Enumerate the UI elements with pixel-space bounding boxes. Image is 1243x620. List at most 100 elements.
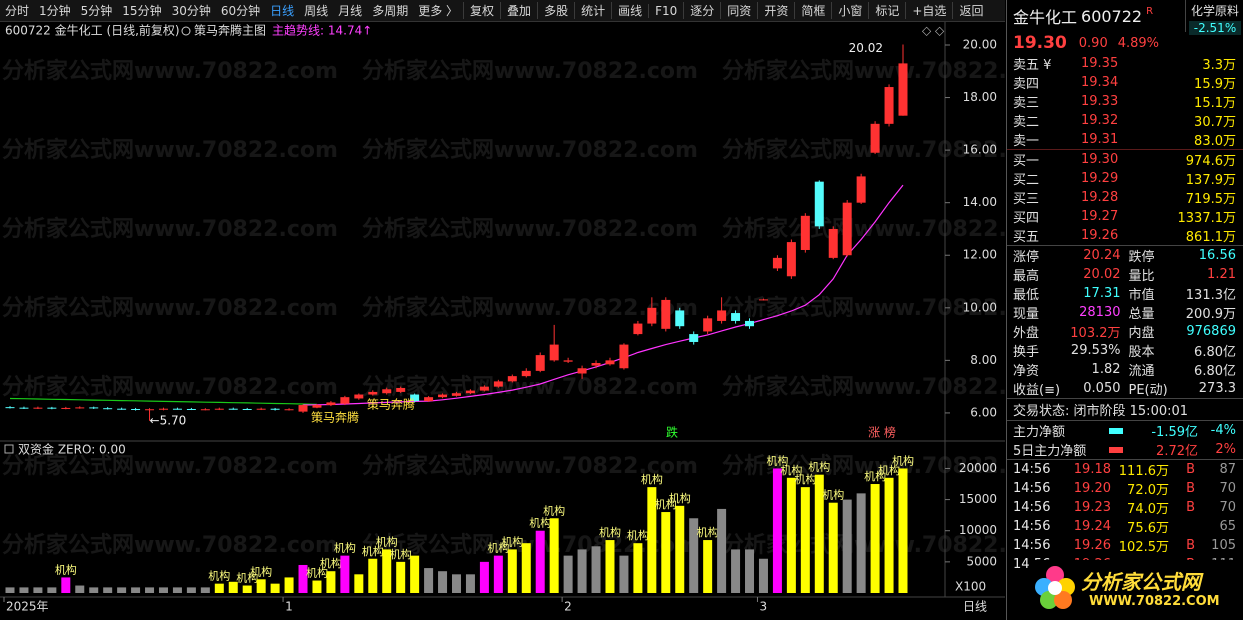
up-marker: 涨 榜 [868,425,896,440]
tool-button[interactable]: 同资 [720,2,757,19]
book-label: 买三 [1013,192,1040,207]
book-price: 19.34 [1081,75,1119,90]
period-tab[interactable]: 60分钟 [220,4,261,18]
volume-bar [577,549,587,593]
tool-button[interactable]: 标记 [868,2,905,19]
bar-tag: 机构 [250,564,272,578]
trade-cell: 70 [1219,481,1236,496]
sector-box[interactable]: 化学原料 -2.51% [1185,0,1243,35]
volume-bar [382,549,392,593]
flows: 主力净额 -1.59亿 -4% 5日主力净额 2.72亿 2% [1007,420,1243,459]
x-tick-label: 2 [564,600,572,614]
stat-label: 收益(≡) [1013,383,1061,398]
logo-url: WWW.70822.COM [1089,594,1220,609]
volume-unit: X100 [955,580,986,594]
candle-body [717,310,727,321]
logo-text: 分析家公式网 [1081,570,1201,594]
stat-value: 28130 [1079,305,1121,320]
volume-bar [884,477,894,593]
stat-value: 16.56 [1198,248,1236,263]
volume-bar [828,502,838,593]
tool-button[interactable]: 复权 [463,2,500,19]
candle-body [884,87,894,124]
volume-bar [842,499,852,593]
watermark: 分析家公式网www.70822.com [2,532,338,558]
volume-bar [856,493,866,593]
volume-bar [33,587,43,593]
period-tab[interactable]: 15分钟 [122,4,162,18]
trade-cell: 111.6万 [1118,464,1169,479]
period-tab[interactable]: 日线 [270,4,295,18]
y-tick-label: 6.00 [970,405,997,419]
stat-value: 103.2万 [1070,326,1121,341]
candle-body [89,407,99,409]
bar-tag: 机构 [501,534,523,548]
book-volume: 3.3万 [1202,58,1236,73]
candle-body [898,63,908,116]
volume-bar [228,581,238,593]
candle-body [619,344,629,369]
volume-bar [47,587,57,593]
tool-button[interactable]: +自选 [905,2,952,19]
book-label: 卖五 ¥ [1013,58,1052,73]
book-row: 卖二 19.32 30.7万 [1007,111,1243,130]
candle-body [814,181,824,227]
candle-body [256,408,266,410]
signal-label: 策马奔腾 [367,396,415,411]
y-tick-label: 16.00 [963,143,997,157]
tool-button[interactable]: 开资 [757,2,794,19]
period-tab[interactable]: 5分钟 [80,4,113,18]
price-row: 19.30 0.90 4.89% [1007,32,1243,54]
tool-button[interactable]: 画线 [611,2,648,19]
tool-button[interactable]: 简框 [794,2,831,19]
candle-body [549,344,559,361]
volume-bar [521,543,531,593]
x-tick-label: 3 [759,600,767,614]
volume-bar [563,555,573,593]
watermark: 分析家公式网www.70822.com [2,216,338,242]
period-tab[interactable]: 多周期 [372,4,409,18]
book-volume: 30.7万 [1194,115,1236,130]
stat-value: 17.31 [1083,286,1121,301]
watermark: 分析家公式网www.70822.com [2,453,338,479]
watermark: 分析家公式网www.70822.com [722,216,1005,242]
flow-amount: 2.72亿 [1156,444,1198,459]
book-price: 19.26 [1081,228,1119,243]
book-row: 买三 19.28 719.5万 [1007,188,1243,207]
volume-bar [870,484,880,593]
tool-button[interactable]: 逐分 [683,2,720,19]
stat-label: 换手 [1013,345,1040,360]
period-tab[interactable]: 月线 [338,4,363,18]
volume-bar [256,579,266,593]
period-tab[interactable]: 更多 〉 [418,4,459,18]
candle-body [75,407,85,409]
tool-button[interactable]: 叠加 [500,2,537,19]
moving-average [9,397,318,405]
tool-button[interactable]: 多股 [537,2,574,19]
candle-body [661,299,671,329]
tool-button[interactable]: F10 [648,3,683,18]
period-tab[interactable]: 周线 [304,4,329,18]
candle-body [563,360,573,362]
period-tab[interactable]: 1分钟 [39,4,71,18]
book-label: 卖一 [1013,134,1040,149]
stat-label: 内盘 [1128,326,1155,341]
volume-bar [619,555,629,593]
stat-row: 最高 20.02 量比 1.21 [1007,265,1243,284]
period-tab[interactable]: 30分钟 [171,4,211,18]
trade-cell: 19.24 [1073,519,1111,534]
stat-label: 总量 [1128,307,1155,322]
volume-bar [465,574,475,593]
period-tab[interactable]: 分时 [5,4,30,18]
candle-body [493,381,503,387]
tool-button[interactable]: 小窗 [831,2,868,19]
book-volume: 861.1万 [1185,230,1236,245]
tool-button[interactable]: 统计 [574,2,611,19]
indicator-icon [181,26,191,36]
trade-cell: 65 [1219,519,1236,534]
book-price: 19.31 [1081,132,1119,147]
tool-button[interactable]: 返回 [952,2,989,19]
trade-status: 交易状态: 闭市阶段 15:00:01 [1013,404,1189,419]
flow-pct: 2% [1215,442,1236,457]
book-row: 卖一 19.31 83.0万 [1007,130,1243,149]
